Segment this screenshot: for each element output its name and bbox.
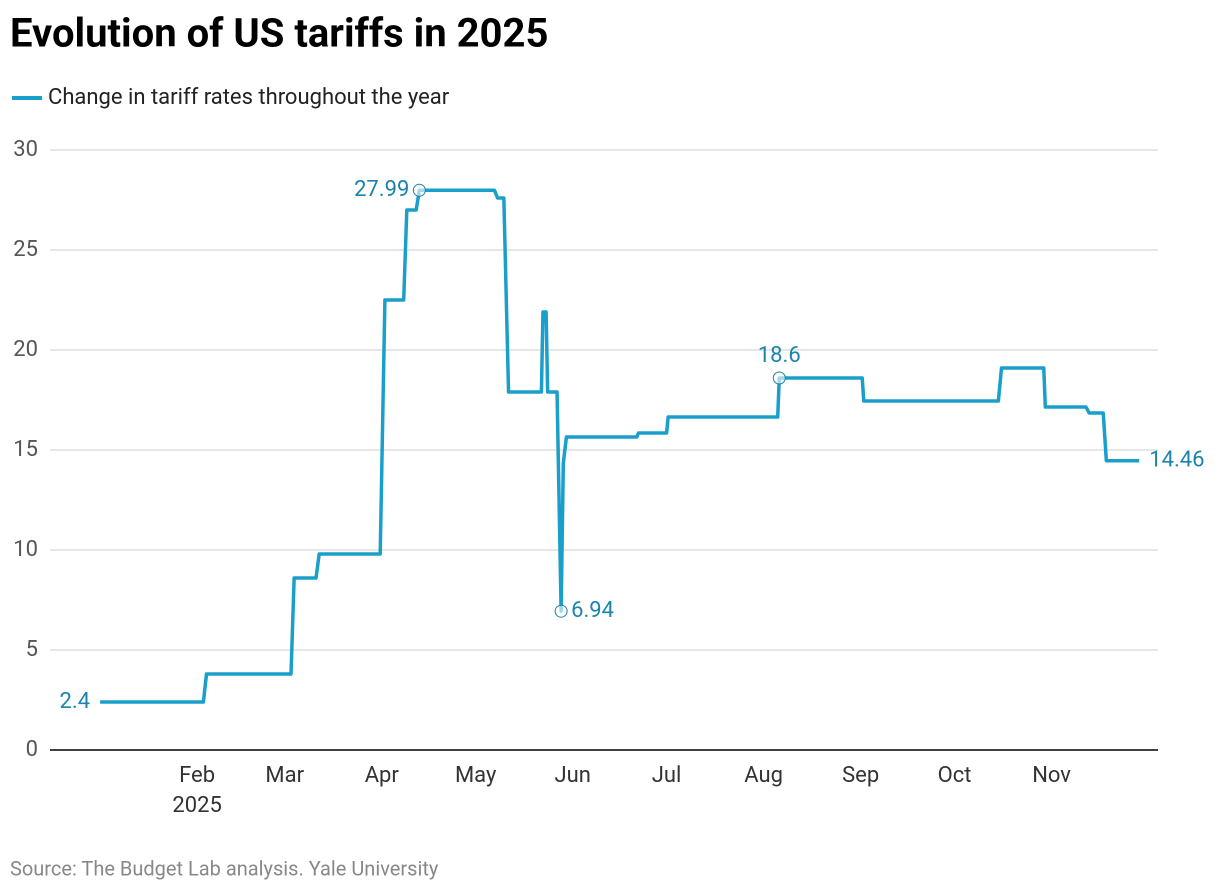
x-year-label: 2025 xyxy=(172,793,221,818)
x-tick-label: Apr xyxy=(365,763,400,788)
y-tick-label: 20 xyxy=(13,337,38,362)
x-tick-label: Sep xyxy=(842,763,879,788)
data-label: 14.46 xyxy=(1149,448,1204,473)
y-tick-label: 30 xyxy=(13,137,38,162)
point-marker xyxy=(412,183,426,197)
point-marker xyxy=(554,604,568,618)
x-tick-label: Feb xyxy=(179,763,215,788)
y-tick-label: 5 xyxy=(26,637,38,662)
data-label: 18.6 xyxy=(758,343,801,368)
data-label: 6.94 xyxy=(571,598,614,623)
y-tick-label: 25 xyxy=(13,237,38,262)
y-tick-label: 0 xyxy=(26,737,38,762)
x-tick-label: May xyxy=(455,763,497,788)
point-marker xyxy=(772,371,786,385)
x-tick-label: Mar xyxy=(265,763,304,788)
data-label: 2.4 xyxy=(60,689,91,714)
x-tick-label: Nov xyxy=(1032,763,1071,788)
x-tick-label: Oct xyxy=(938,763,972,788)
y-tick-label: 10 xyxy=(13,537,38,562)
y-tick-label: 15 xyxy=(13,437,38,462)
chart-title: Evolution of US tariffs in 2025 xyxy=(10,10,548,57)
x-tick-label: Jun xyxy=(554,763,590,788)
source: Source: The Budget Lab analysis. Yale Un… xyxy=(10,856,439,880)
x-tick-label: Jul xyxy=(652,763,682,788)
data-label: 27.99 xyxy=(354,177,409,202)
x-tick-label: Aug xyxy=(744,763,783,788)
legend-label: Change in tariff rates throughout the ye… xyxy=(48,85,450,110)
line xyxy=(100,188,1140,704)
